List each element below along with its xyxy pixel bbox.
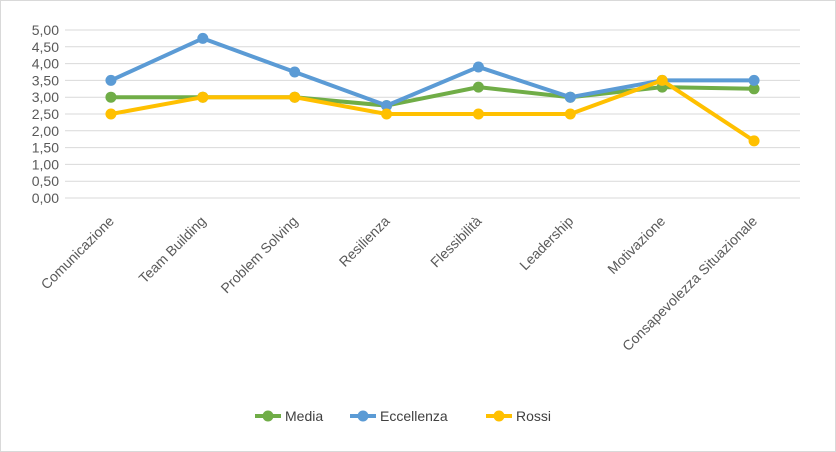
y-tick-label: 0,00 — [32, 190, 59, 206]
y-tick-label: 2,50 — [32, 106, 59, 122]
data-point-eccellenza — [197, 32, 209, 44]
y-tick-label: 4,00 — [32, 56, 59, 72]
data-point-eccellenza — [105, 74, 117, 86]
y-axis-tick-labels: 0,000,501,001,502,002,503,003,504,004,50… — [32, 22, 59, 206]
data-point-media — [472, 81, 484, 93]
y-tick-label: 3,50 — [32, 72, 59, 88]
x-tick-label: Motivazione — [604, 213, 668, 277]
legend-label: Eccellenza — [380, 408, 448, 424]
y-tick-label: 3,00 — [32, 89, 59, 105]
y-tick-label: 1,50 — [32, 140, 59, 156]
data-point-media — [105, 91, 117, 103]
legend-item-eccellenza: Eccellenza — [350, 408, 448, 424]
data-point-eccellenza — [748, 74, 760, 86]
legend-swatch-marker — [357, 410, 369, 422]
legend-label: Media — [285, 408, 323, 424]
x-tick-label: Team Building — [135, 213, 208, 286]
series-rossi — [105, 74, 760, 147]
data-point-rossi — [105, 108, 117, 120]
series-lines — [105, 32, 760, 147]
legend-swatch-marker — [262, 410, 274, 422]
legend-item-rossi: Rossi — [486, 408, 551, 424]
legend-item-media: Media — [255, 408, 323, 424]
x-axis-tick-labels: Comunicazione Team Building Problem Solvin… — [38, 213, 761, 354]
y-tick-label: 4,50 — [32, 39, 59, 55]
data-point-rossi — [564, 108, 576, 120]
legend-label: Rossi — [516, 408, 551, 424]
x-tick-label: Flessibilità — [427, 213, 485, 271]
series-line-eccellenza — [110, 36, 755, 108]
data-point-rossi — [472, 108, 484, 120]
x-tick-label: Problem Solving — [217, 213, 300, 296]
y-tick-label: 5,00 — [32, 22, 59, 38]
data-point-media — [748, 83, 760, 95]
y-tick-label: 1,00 — [32, 156, 59, 172]
legend: Media Eccellenza Rossi — [255, 408, 551, 424]
series-line-rossi — [110, 78, 756, 143]
data-point-rossi — [289, 91, 301, 103]
data-point-rossi — [381, 108, 393, 120]
x-tick-label: Leadership — [516, 213, 576, 273]
y-tick-label: 2,00 — [32, 123, 59, 139]
data-point-rossi — [748, 135, 760, 147]
data-point-eccellenza — [564, 91, 576, 103]
x-tick-label: Resilienza — [336, 213, 393, 270]
data-point-eccellenza — [381, 100, 393, 112]
data-point-rossi — [197, 91, 209, 103]
data-point-eccellenza — [289, 66, 301, 78]
x-tick-label: Comunicazione — [38, 213, 118, 293]
y-tick-label: 0,50 — [32, 173, 59, 189]
data-point-eccellenza — [472, 61, 484, 73]
data-point-rossi — [656, 74, 668, 86]
legend-swatch-marker — [493, 410, 505, 422]
